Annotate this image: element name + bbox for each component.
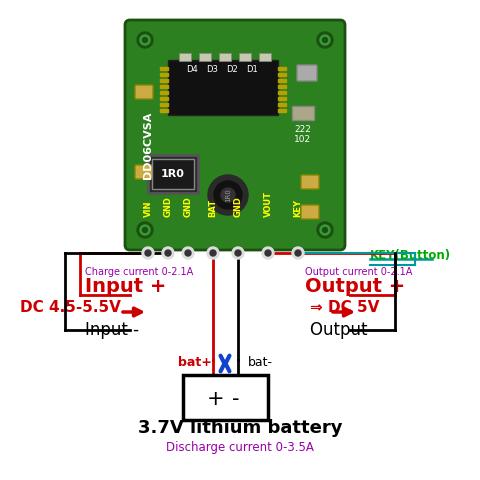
FancyBboxPatch shape — [301, 175, 319, 189]
Bar — [160, 97, 168, 100]
Text: 3.7V lithium battery: 3.7V lithium battery — [138, 419, 342, 437]
Bar — [160, 79, 168, 82]
Text: GND: GND — [183, 196, 192, 217]
Text: D1: D1 — [246, 64, 258, 73]
Circle shape — [320, 225, 330, 235]
Circle shape — [262, 247, 274, 259]
Circle shape — [317, 222, 333, 238]
Text: Output -: Output - — [310, 321, 379, 339]
Bar — [160, 91, 168, 94]
Bar — [292, 106, 314, 120]
Bar — [278, 85, 286, 88]
FancyBboxPatch shape — [135, 85, 153, 99]
Text: BAT: BAT — [208, 199, 217, 217]
Bar — [219, 53, 231, 61]
Text: Input -: Input - — [85, 321, 139, 339]
Bar — [278, 103, 286, 106]
Bar — [168, 60, 278, 115]
Text: DC 4.5-5.5V: DC 4.5-5.5V — [20, 300, 121, 315]
Text: KEY(Button): KEY(Button) — [370, 249, 451, 262]
Circle shape — [137, 222, 153, 238]
Text: ⇒ DC 5V: ⇒ DC 5V — [310, 300, 379, 315]
Text: DD06CVSA: DD06CVSA — [143, 111, 153, 179]
Text: VOUT: VOUT — [264, 191, 273, 217]
Circle shape — [142, 247, 154, 259]
Bar — [278, 97, 286, 100]
Circle shape — [317, 32, 333, 48]
FancyBboxPatch shape — [301, 205, 319, 219]
Text: 1R0: 1R0 — [161, 169, 185, 179]
Bar — [160, 109, 168, 112]
Circle shape — [221, 188, 235, 202]
Bar — [160, 103, 168, 106]
Circle shape — [140, 35, 150, 45]
Bar — [160, 85, 168, 88]
Circle shape — [323, 228, 327, 232]
Circle shape — [182, 247, 194, 259]
Circle shape — [232, 247, 244, 259]
Text: bat+: bat+ — [178, 356, 212, 369]
Bar — [278, 67, 286, 70]
Bar — [199, 53, 211, 61]
Text: KEY: KEY — [293, 199, 302, 217]
Circle shape — [292, 247, 304, 259]
Text: Output current 0-2.1A: Output current 0-2.1A — [305, 267, 412, 277]
Circle shape — [185, 250, 191, 256]
Text: GND: GND — [233, 196, 242, 217]
Text: D4: D4 — [186, 64, 198, 73]
Circle shape — [162, 247, 174, 259]
Text: Charge current 0-2.1A: Charge current 0-2.1A — [85, 267, 193, 277]
Bar — [148, 155, 198, 193]
FancyBboxPatch shape — [297, 65, 317, 81]
Text: +: + — [206, 389, 224, 409]
Circle shape — [145, 250, 151, 256]
Bar — [259, 53, 271, 61]
Bar — [278, 73, 286, 76]
Bar — [160, 67, 168, 70]
Bar — [278, 91, 286, 94]
Bar — [179, 53, 191, 61]
Circle shape — [208, 175, 248, 215]
Text: D2: D2 — [226, 64, 238, 73]
FancyBboxPatch shape — [125, 20, 345, 250]
Circle shape — [235, 250, 241, 256]
Circle shape — [140, 225, 150, 235]
Text: D3: D3 — [206, 64, 218, 73]
Text: bat-: bat- — [248, 356, 273, 369]
Circle shape — [323, 37, 327, 43]
Text: -: - — [232, 389, 240, 409]
Circle shape — [143, 228, 147, 232]
Bar — [160, 73, 168, 76]
Bar — [152, 159, 194, 189]
Circle shape — [137, 32, 153, 48]
Circle shape — [214, 181, 242, 209]
Text: Output +: Output + — [305, 277, 405, 297]
Bar — [278, 109, 286, 112]
Text: 222: 222 — [295, 125, 312, 134]
Circle shape — [320, 35, 330, 45]
Circle shape — [143, 37, 147, 43]
FancyBboxPatch shape — [135, 165, 153, 179]
Text: 102: 102 — [294, 135, 312, 144]
Text: Input +: Input + — [85, 277, 167, 297]
Text: GND: GND — [164, 196, 172, 217]
Circle shape — [295, 250, 301, 256]
Text: 1R0: 1R0 — [225, 188, 231, 202]
Text: VIN: VIN — [144, 201, 153, 217]
Bar — [239, 53, 251, 61]
Bar — [278, 79, 286, 82]
Circle shape — [165, 250, 171, 256]
Circle shape — [210, 250, 216, 256]
Circle shape — [207, 247, 219, 259]
Bar — [183, 375, 268, 420]
Text: Discharge current 0-3.5A: Discharge current 0-3.5A — [166, 441, 314, 454]
Circle shape — [265, 250, 271, 256]
